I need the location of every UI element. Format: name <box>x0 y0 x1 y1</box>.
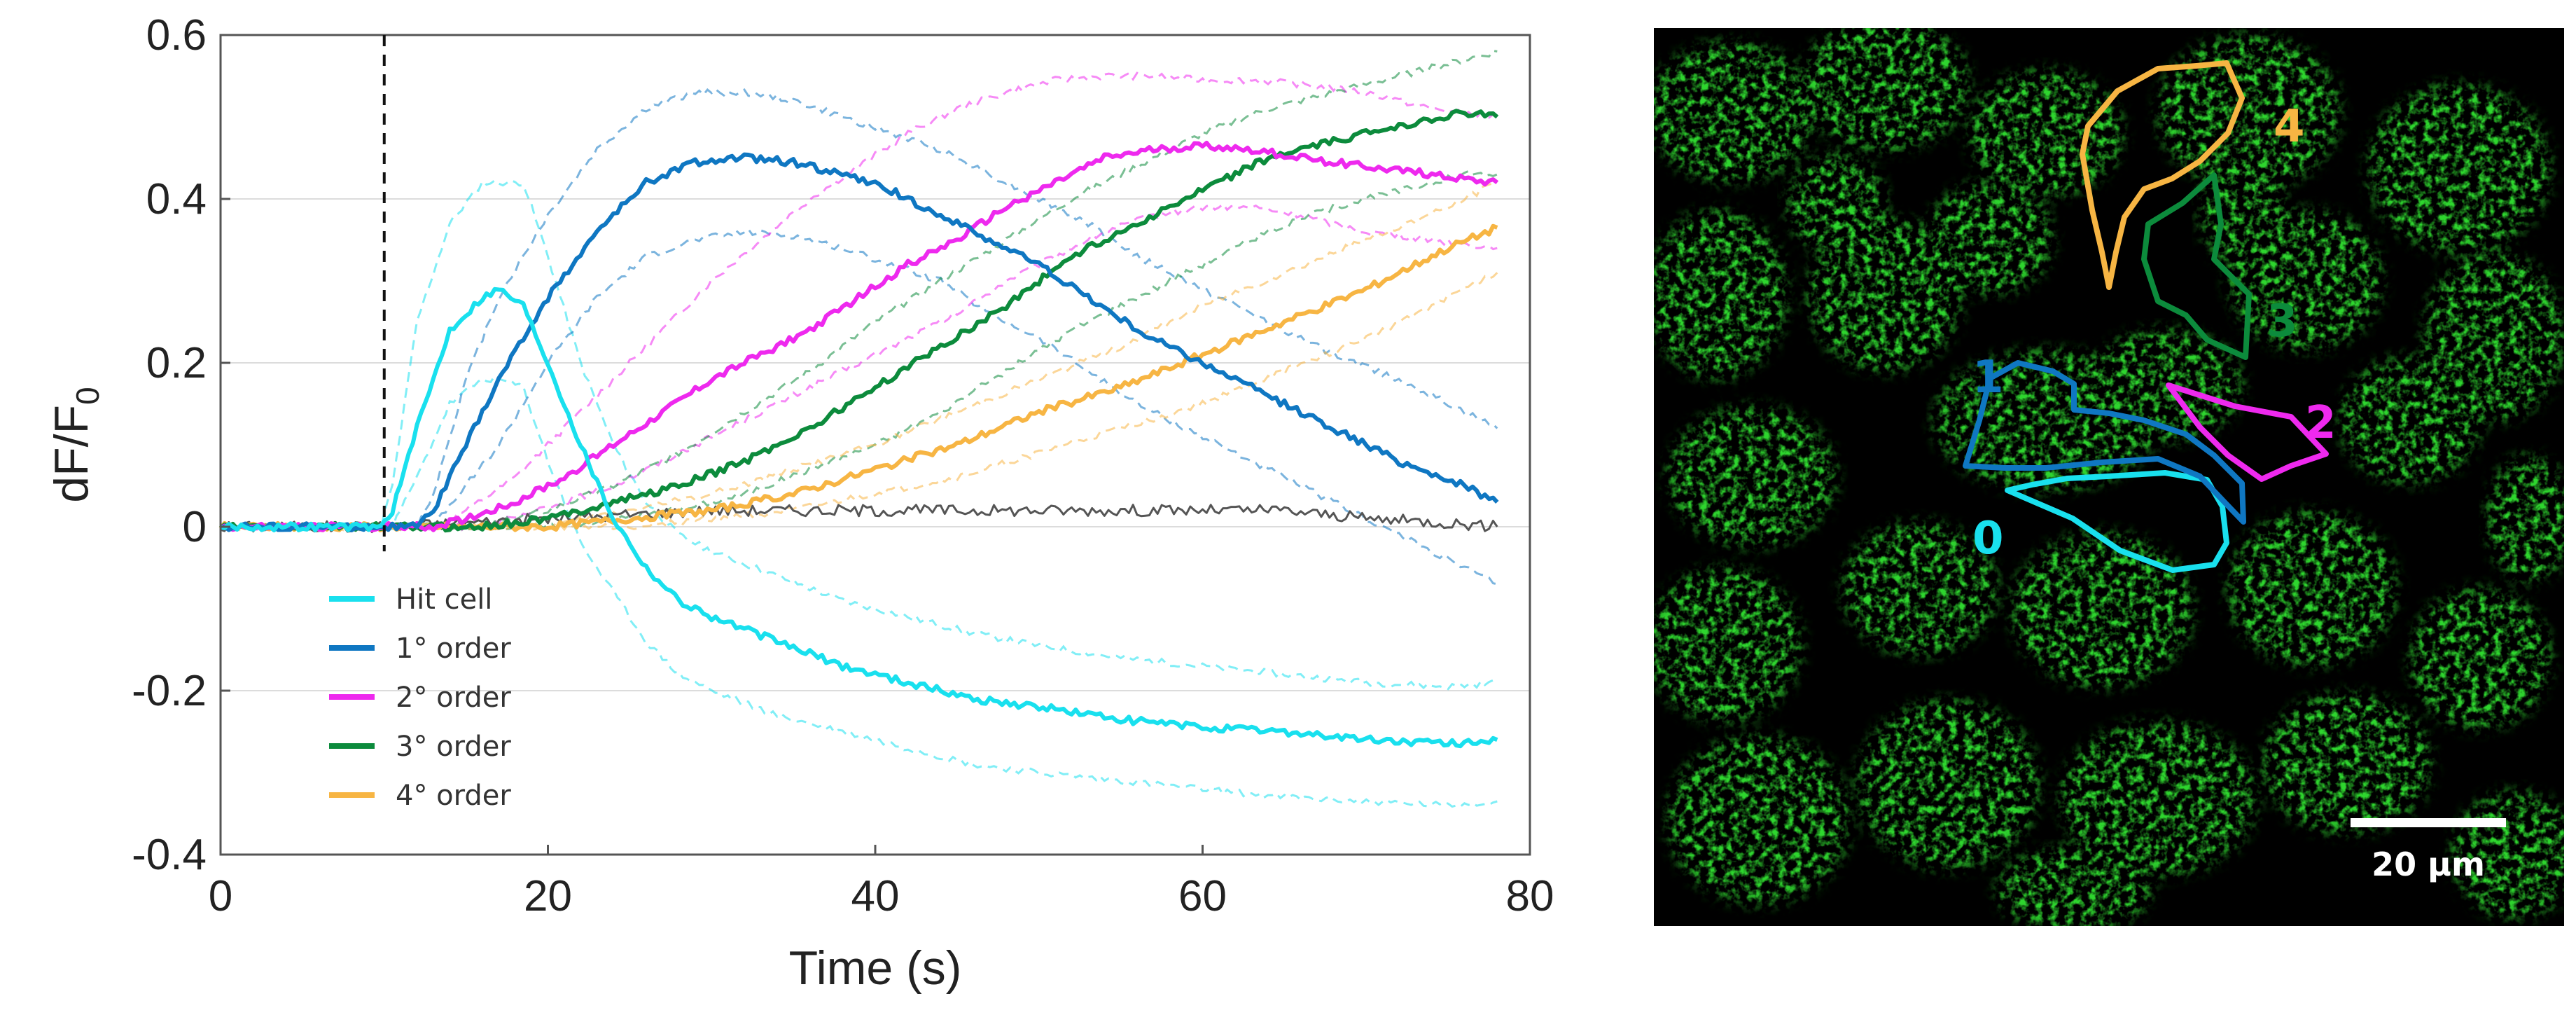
y-tick-label: 0.6 <box>146 11 207 60</box>
x-axis-ticks: 0 20 40 60 80 <box>209 845 1554 920</box>
cell-body <box>1668 735 1850 904</box>
cell-body <box>1857 700 2039 869</box>
fluorescence-image: 0 1 23 4 20 μm <box>1654 28 2564 926</box>
roi-labels: 0 1 23 4 <box>1972 101 2337 565</box>
x-tick-label: 0 <box>209 872 232 920</box>
legend-label: Hit cell <box>396 583 492 616</box>
legend-label: 3° order <box>396 731 511 763</box>
x-tick-label: 40 <box>851 872 900 920</box>
cell-body <box>2200 154 2284 266</box>
roi-outline <box>2141 172 2252 360</box>
cell-body <box>1654 567 1801 721</box>
cell-body <box>2158 35 2340 189</box>
cell-body <box>2410 588 2550 728</box>
cell-body <box>1654 210 1787 378</box>
x-tick-label: 80 <box>1506 872 1554 920</box>
roi-label: 3 <box>2267 296 2298 347</box>
y-axis-title-main: dF/F <box>45 405 98 503</box>
cell-body <box>2228 511 2396 665</box>
y-axis-title-subscript: 0 <box>69 387 106 405</box>
cell-body <box>1969 70 2123 196</box>
series-upper-bound <box>220 71 1498 532</box>
cell-body <box>1668 406 1836 546</box>
cell-body <box>2340 357 2480 483</box>
cell-body <box>2263 693 2431 834</box>
roi-label: 0 <box>1972 513 2004 565</box>
y-axis-title: dF/F0 <box>45 387 106 502</box>
y-axis-ticks: 0.6 0.4 0.2 0 -0.2 -0.4 <box>132 11 230 879</box>
series-upper-bound <box>219 181 1498 532</box>
cell-body <box>2011 532 2193 686</box>
series-line <box>218 223 1498 532</box>
y-tick-label: -0.4 <box>132 831 207 879</box>
series-upper-bound <box>220 88 1498 532</box>
cell-body <box>1801 28 1969 151</box>
legend-label: 4° order <box>396 780 511 812</box>
cell-body <box>1808 217 1962 371</box>
roi-outline <box>2080 60 2245 290</box>
cell-body <box>1927 182 2053 294</box>
line-chart: 0.6 0.4 0.2 0 -0.2 -0.4 0 20 40 60 80 Time (s) dF… <box>45 11 1554 995</box>
series-upper-bound <box>220 179 1498 691</box>
cell-body <box>2088 329 2242 441</box>
series-lower-bound <box>219 374 1498 808</box>
y-tick-label: 0.4 <box>146 175 207 223</box>
roi-outline <box>2166 382 2329 482</box>
cell-body <box>1843 522 1997 655</box>
y-tick-label: 0.2 <box>146 339 207 387</box>
cell-body <box>2368 84 2550 252</box>
cell-body <box>2060 721 2256 876</box>
roi-label: 4 <box>2274 101 2305 153</box>
scale-bar <box>2351 818 2506 827</box>
series-lines <box>218 109 1499 749</box>
series-line <box>219 140 1499 533</box>
roi-outline <box>2005 470 2229 573</box>
scale-bar-label: 20 μm <box>2372 845 2485 883</box>
series-lower-bound <box>220 202 1498 532</box>
legend: Hit cell 1° order 2° order 3° order 4° order <box>329 583 511 812</box>
cell-body <box>1787 154 1885 252</box>
series-line <box>220 286 1498 749</box>
roi-outlines <box>1963 60 2329 573</box>
roi-outline <box>1963 360 2246 525</box>
series-line <box>219 109 1499 533</box>
y-tick-label: -0.2 <box>132 667 207 715</box>
legend-label: 1° order <box>396 633 511 665</box>
series-upper-bound <box>220 49 1498 532</box>
cell-body <box>1997 848 2151 926</box>
x-axis-title: Time (s) <box>789 941 962 995</box>
cell-body <box>1654 42 1815 182</box>
legend-label: 2° order <box>396 682 511 714</box>
roi-label: 1 <box>1972 352 2004 403</box>
series-line <box>220 152 1499 532</box>
x-tick-label: 20 <box>524 872 572 920</box>
y-tick-label: 0 <box>183 503 207 551</box>
x-tick-label: 60 <box>1178 872 1227 920</box>
roi-label: 2 <box>2305 397 2337 449</box>
cell-body <box>2487 455 2564 581</box>
